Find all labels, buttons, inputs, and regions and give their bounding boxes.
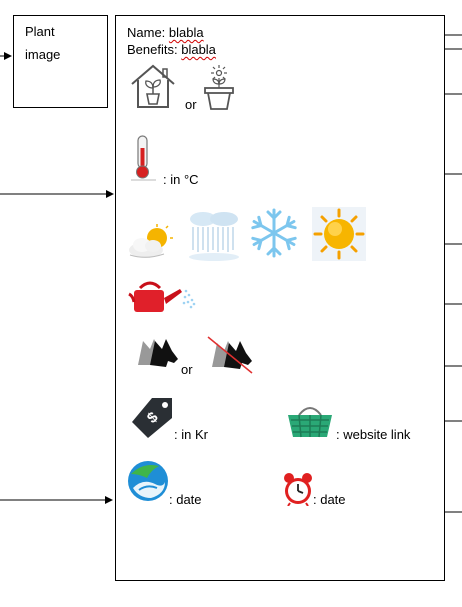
shopping-basket-icon (285, 403, 335, 439)
name-label: Name: (127, 25, 165, 40)
globe-icon (127, 460, 169, 502)
reminder-date: : date (313, 492, 346, 508)
name-value: blabla (169, 25, 204, 40)
price-tag-icon: $ (128, 396, 174, 440)
harvest-date: : date (169, 492, 202, 508)
alarm-clock-icon (283, 472, 313, 506)
pet-unsafe-icon (206, 335, 256, 375)
plant-image-box: Plant image (13, 15, 108, 108)
outdoor-pot-icon (202, 64, 236, 110)
pet-safe-icon (134, 335, 180, 369)
shop-link: : website link (336, 427, 410, 443)
snowflake-icon (248, 207, 300, 259)
watering-can-icon (128, 278, 198, 318)
thermometer-icon (128, 134, 158, 182)
benefits-label: Benefits: (127, 42, 178, 57)
sun-icon (312, 207, 366, 261)
house-plant-icon (129, 62, 177, 110)
pets-or-text: or (181, 362, 193, 378)
location-or-text: or (185, 97, 197, 113)
temperature-unit: : in °C (163, 172, 199, 188)
price-unit: : in Kr (174, 427, 208, 443)
benefits-value: blabla (181, 42, 216, 57)
plant-image-label-1: Plant (25, 24, 55, 40)
rain-icon (187, 210, 241, 262)
cloudy-sun-icon (126, 224, 174, 260)
benefits-row: Benefits: blabla (127, 42, 216, 58)
name-row: Name: blabla (127, 25, 204, 41)
plant-image-label-2: image (25, 47, 60, 63)
